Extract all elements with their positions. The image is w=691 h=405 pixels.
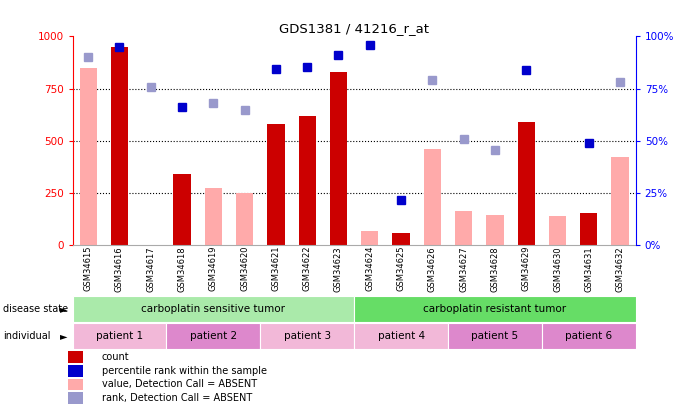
Text: ►: ► bbox=[60, 331, 67, 341]
Text: GSM34631: GSM34631 bbox=[585, 246, 594, 292]
Bar bbox=[392, 232, 410, 245]
Bar bbox=[267, 124, 285, 245]
Text: GSM34616: GSM34616 bbox=[115, 246, 124, 292]
Text: value, Detection Call = ABSENT: value, Detection Call = ABSENT bbox=[102, 379, 257, 390]
Bar bbox=[361, 232, 379, 245]
Bar bbox=[580, 213, 598, 245]
Bar bbox=[173, 174, 191, 245]
Bar bbox=[205, 188, 222, 245]
Text: GSM34617: GSM34617 bbox=[146, 246, 155, 292]
Text: percentile rank within the sample: percentile rank within the sample bbox=[102, 366, 267, 376]
Bar bbox=[330, 72, 347, 245]
Bar bbox=[68, 352, 84, 363]
Text: GSM34628: GSM34628 bbox=[491, 246, 500, 292]
Text: GSM34629: GSM34629 bbox=[522, 246, 531, 292]
Title: GDS1381 / 41216_r_at: GDS1381 / 41216_r_at bbox=[279, 22, 429, 35]
Text: GSM34615: GSM34615 bbox=[84, 246, 93, 292]
Text: GSM34624: GSM34624 bbox=[366, 246, 375, 292]
Bar bbox=[73, 323, 167, 349]
Bar bbox=[111, 47, 128, 245]
Text: disease state: disease state bbox=[3, 304, 68, 314]
Text: patient 1: patient 1 bbox=[96, 331, 143, 341]
Text: GSM34632: GSM34632 bbox=[616, 246, 625, 292]
Bar bbox=[542, 323, 636, 349]
Bar bbox=[549, 216, 566, 245]
Text: patient 5: patient 5 bbox=[471, 331, 518, 341]
Text: GSM34622: GSM34622 bbox=[303, 246, 312, 292]
Bar bbox=[448, 323, 542, 349]
Bar bbox=[612, 158, 629, 245]
Text: GSM34618: GSM34618 bbox=[178, 246, 187, 292]
Text: GSM34625: GSM34625 bbox=[397, 246, 406, 292]
Text: ►: ► bbox=[60, 304, 67, 314]
Bar bbox=[236, 193, 253, 245]
Bar bbox=[167, 323, 261, 349]
Text: rank, Detection Call = ABSENT: rank, Detection Call = ABSENT bbox=[102, 393, 252, 403]
Text: patient 3: patient 3 bbox=[283, 331, 331, 341]
Text: carboplatin resistant tumor: carboplatin resistant tumor bbox=[424, 304, 567, 314]
Text: count: count bbox=[102, 352, 129, 362]
Text: GSM34630: GSM34630 bbox=[553, 246, 562, 292]
Bar bbox=[79, 68, 97, 245]
Bar bbox=[68, 365, 84, 377]
Bar bbox=[455, 211, 472, 245]
Bar bbox=[73, 296, 354, 322]
Text: individual: individual bbox=[3, 331, 51, 341]
Bar bbox=[518, 122, 535, 245]
Text: carboplatin sensitive tumor: carboplatin sensitive tumor bbox=[142, 304, 285, 314]
Text: GSM34623: GSM34623 bbox=[334, 246, 343, 292]
Bar bbox=[261, 323, 354, 349]
Text: patient 6: patient 6 bbox=[565, 331, 612, 341]
Text: GSM34626: GSM34626 bbox=[428, 246, 437, 292]
Bar bbox=[424, 149, 441, 245]
Bar bbox=[299, 116, 316, 245]
Bar bbox=[68, 379, 84, 390]
Bar bbox=[68, 392, 84, 404]
Text: patient 4: patient 4 bbox=[377, 331, 425, 341]
Bar bbox=[354, 296, 636, 322]
Text: GSM34627: GSM34627 bbox=[459, 246, 468, 292]
Bar bbox=[486, 215, 504, 245]
Text: GSM34620: GSM34620 bbox=[240, 246, 249, 292]
Text: GSM34621: GSM34621 bbox=[272, 246, 281, 292]
Bar bbox=[354, 323, 448, 349]
Text: GSM34619: GSM34619 bbox=[209, 246, 218, 292]
Text: patient 2: patient 2 bbox=[190, 331, 237, 341]
